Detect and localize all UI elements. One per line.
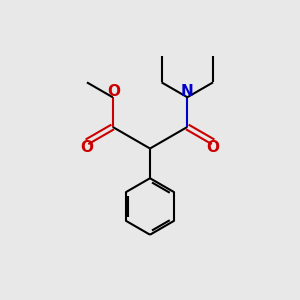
Text: O: O <box>80 140 93 155</box>
Text: O: O <box>207 140 220 155</box>
Text: O: O <box>108 84 121 99</box>
Text: N: N <box>181 84 194 99</box>
